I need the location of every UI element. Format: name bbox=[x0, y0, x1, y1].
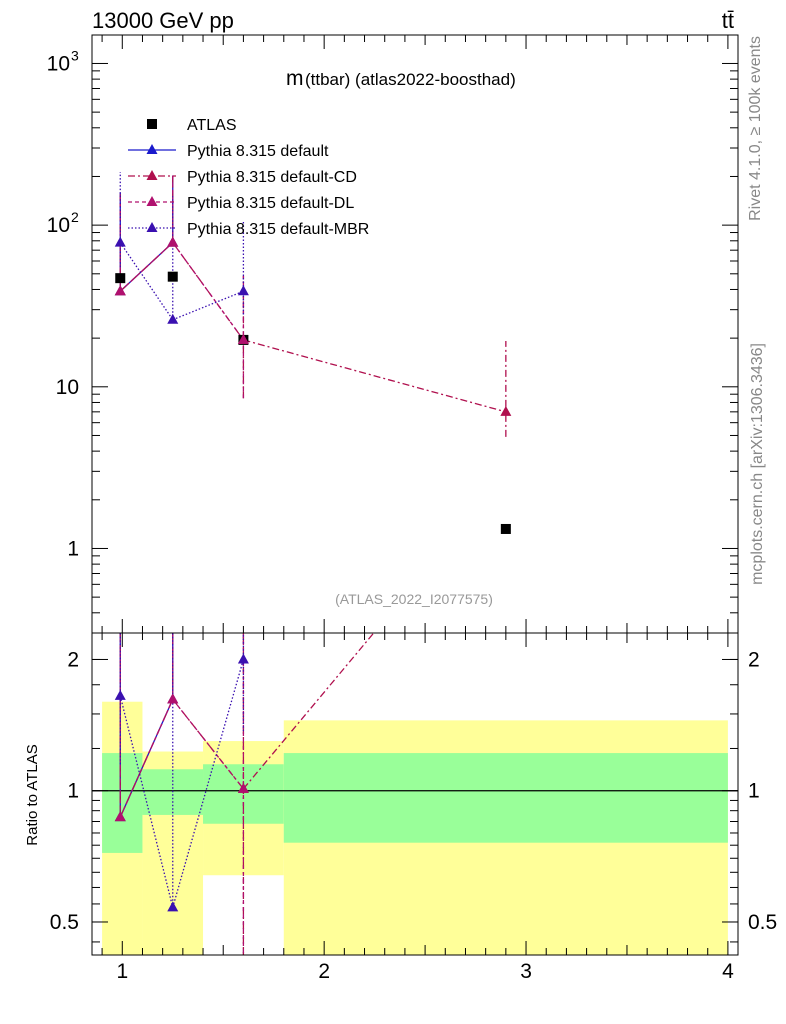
x-tick-label: 2 bbox=[318, 960, 330, 983]
ratio-y-tick-label-left: 1 bbox=[67, 780, 79, 803]
ratio-point-dl bbox=[114, 811, 126, 822]
legend-marker-default bbox=[146, 144, 158, 154]
data-point-dl bbox=[237, 333, 249, 344]
series-line-mbr bbox=[119, 242, 174, 321]
data-point-mbr bbox=[167, 313, 179, 324]
legend-marker-dl bbox=[146, 196, 158, 206]
uncertainty-band-inner bbox=[283, 753, 728, 843]
legend-label-mbr: Pythia 8.315 default-MBR bbox=[187, 221, 369, 238]
data-point-atlas bbox=[115, 273, 126, 284]
series-line-mbr bbox=[172, 290, 244, 321]
ratio-y-tick-label-left: 0.5 bbox=[50, 911, 79, 934]
ratio-series-line-dl bbox=[119, 699, 174, 818]
data-point-mbr bbox=[237, 285, 249, 296]
ratio-point-dl bbox=[237, 782, 249, 793]
y-tick-label-exponent: 3 bbox=[71, 47, 79, 63]
ratio-panel-frame bbox=[91, 632, 739, 956]
legend-label-cd: Pythia 8.315 default-CD bbox=[187, 169, 357, 186]
y-tick-label-exponent: 2 bbox=[71, 209, 79, 225]
plot-title: (ttbar) (atlas2022-boosthad) bbox=[305, 70, 516, 89]
ratio-series-line-mbr bbox=[172, 659, 245, 908]
y-tick-label: 1 bbox=[67, 537, 79, 560]
ratio-point-mbr bbox=[237, 653, 249, 664]
x-tick-label: 3 bbox=[520, 960, 532, 983]
legend-marker-mbr bbox=[146, 222, 158, 232]
data-point-atlas bbox=[500, 523, 511, 534]
mcplots-reference-label: mcplots.cern.ch [arXiv:1306.3436] bbox=[749, 343, 766, 585]
ratio-point-mbr bbox=[114, 689, 126, 700]
plot-title-main: m bbox=[286, 67, 304, 90]
ratio-series-line-mbr bbox=[119, 695, 174, 908]
ratio-series-line-cd bbox=[172, 698, 244, 790]
ratio-y-tick-label-left: 2 bbox=[67, 648, 79, 671]
x-tick-label: 1 bbox=[116, 960, 128, 983]
y-tick-label: 10 bbox=[47, 214, 70, 237]
rivet-version-label: Rivet 4.1.0, ≥ 100k events bbox=[747, 36, 764, 221]
analysis-watermark: (ATLAS_2022_I2077575) bbox=[335, 591, 493, 607]
ratio-plot-content: 0.5 0.5 1 1 2 2 1 2 3 4 bbox=[50, 633, 777, 983]
legend-label-atlas: ATLAS bbox=[187, 117, 237, 134]
data-point-mbr bbox=[114, 236, 126, 247]
ratio-y-tick-label-right: 0.5 bbox=[748, 911, 777, 934]
header-final-state-label: tt̄ bbox=[722, 8, 734, 33]
y-tick-label: 10 bbox=[56, 376, 79, 399]
ratio-y-tick-label-right: 2 bbox=[748, 648, 760, 671]
legend-label-dl: Pythia 8.315 default-DL bbox=[187, 195, 354, 212]
series-line-dl bbox=[172, 242, 244, 341]
ratio-y-axis-label: Ratio to ATLAS bbox=[24, 744, 41, 845]
legend-label-default: Pythia 8.315 default bbox=[187, 143, 329, 160]
series-line-cd bbox=[243, 339, 507, 413]
legend-marker-cd bbox=[146, 170, 158, 180]
uncertainty-band-inner bbox=[102, 753, 143, 853]
ratio-series-group bbox=[114, 633, 375, 955]
ratio-y-tick-label-right: 1 bbox=[748, 780, 760, 803]
ratio-point-dl bbox=[167, 693, 179, 704]
ratio-panel: 0.5 0.5 1 1 2 2 1 2 3 4 Ratio to ATLAS bbox=[24, 632, 777, 983]
data-point-dl bbox=[167, 236, 179, 247]
x-tick-label: 4 bbox=[722, 960, 734, 983]
header-process-label: 13000 GeV pp bbox=[92, 8, 234, 33]
ratio-series-line-dl bbox=[172, 698, 244, 790]
data-point-cd bbox=[500, 405, 512, 416]
data-point-atlas bbox=[167, 271, 178, 282]
ratio-point-mbr bbox=[167, 901, 179, 912]
legend-marker-atlas bbox=[147, 119, 157, 129]
series-line-dl bbox=[119, 242, 174, 292]
legend: ATLAS Pythia 8.315 default Pythia 8.315 de… bbox=[128, 117, 369, 238]
y-tick-label: 10 bbox=[47, 52, 70, 75]
data-point-dl bbox=[114, 285, 126, 296]
